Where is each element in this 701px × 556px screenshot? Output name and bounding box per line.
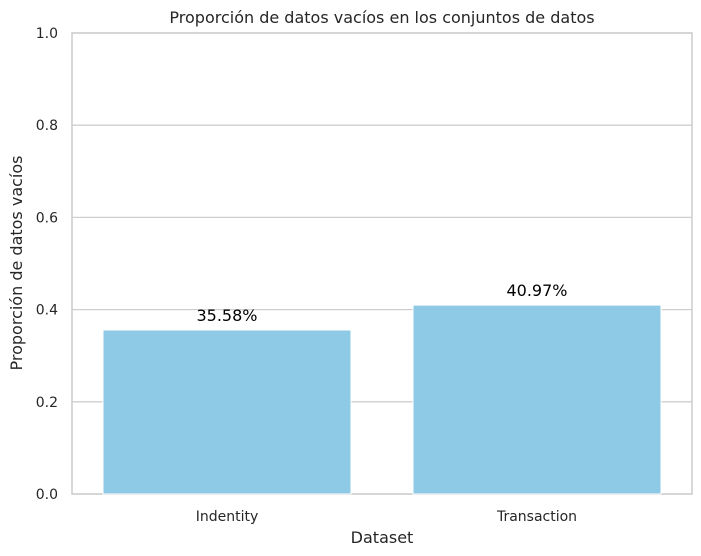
x-axis-tick-labels: Indentity Transaction <box>196 509 577 525</box>
x-tick-label: Indentity <box>196 509 259 525</box>
y-axis-title: Proporción de datos vacíos <box>7 156 26 371</box>
bars <box>102 304 662 495</box>
chart-title: Proporción de datos vacíos en los conjun… <box>169 8 594 27</box>
x-axis-title: Dataset <box>351 528 414 547</box>
y-tick-label: 0.2 <box>36 395 58 411</box>
bar-value-label: 35.58% <box>196 306 257 325</box>
bar-value-labels: 35.58% 40.97% <box>196 281 567 325</box>
y-tick-label: 1.0 <box>36 26 58 42</box>
y-tick-label: 0.6 <box>36 210 58 226</box>
bar-indentity <box>102 329 352 495</box>
bar-value-label: 40.97% <box>506 281 567 300</box>
y-tick-label: 0.8 <box>36 118 58 134</box>
y-axis-tick-labels: 0.0 0.2 0.4 0.6 0.8 1.0 <box>36 26 58 503</box>
x-tick-label: Transaction <box>496 509 577 525</box>
y-tick-label: 0.4 <box>36 303 58 319</box>
plot-area-frame <box>71 32 693 495</box>
y-tick-label: 0.0 <box>36 487 58 503</box>
bar-transaction <box>412 304 662 495</box>
